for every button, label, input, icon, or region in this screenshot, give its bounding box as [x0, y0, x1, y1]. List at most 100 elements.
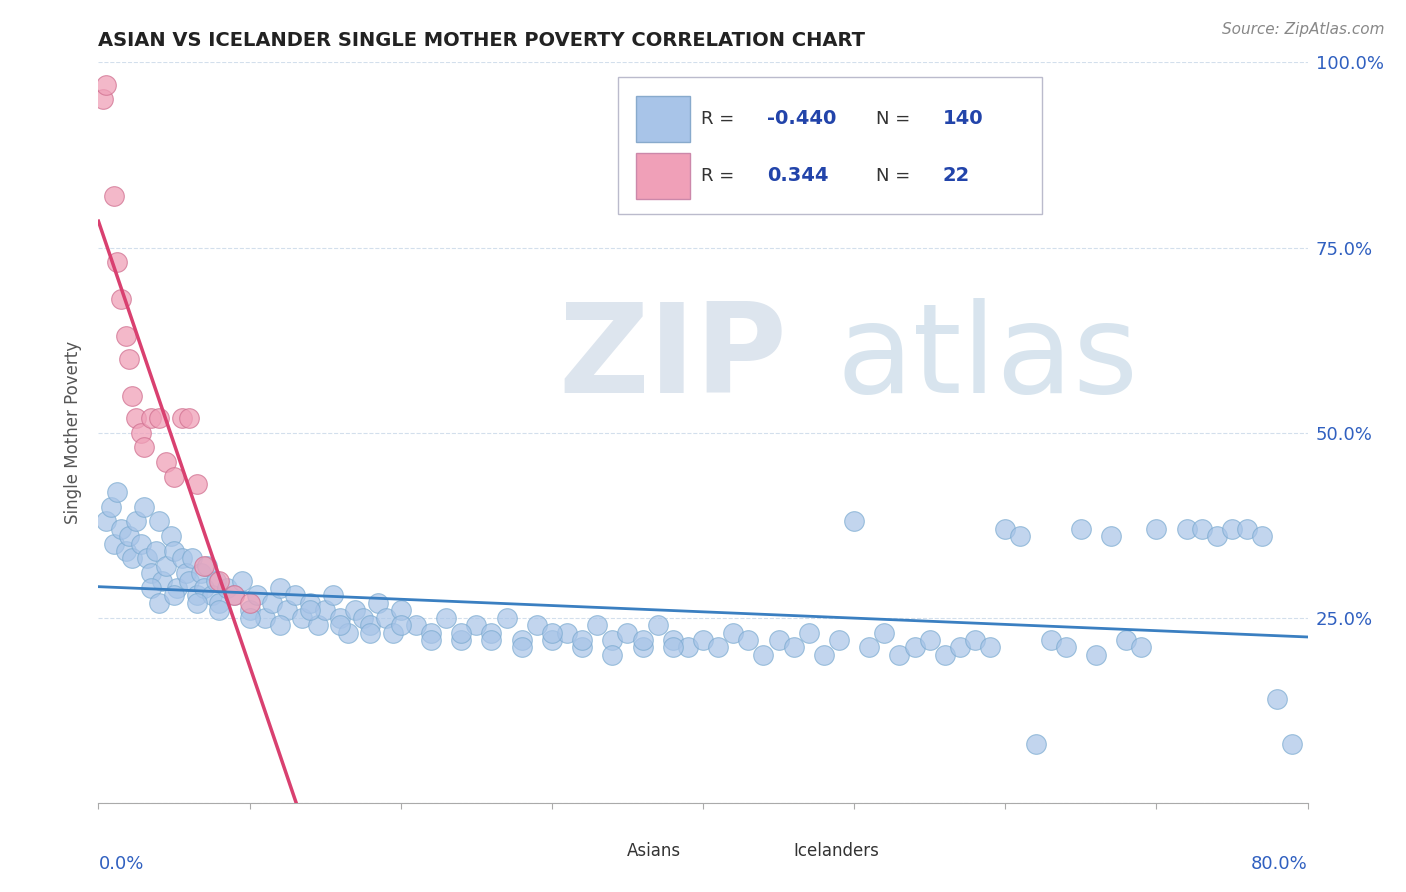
Text: 0.344: 0.344 [768, 166, 828, 186]
Point [110, 522, 132, 536]
Point [166, 581, 188, 595]
Point [121, 551, 143, 566]
Point [1130, 640, 1153, 655]
Point [186, 596, 208, 610]
Point [1191, 522, 1213, 536]
Point [465, 618, 488, 632]
FancyBboxPatch shape [637, 95, 690, 142]
FancyBboxPatch shape [619, 78, 1042, 214]
Point [148, 410, 170, 425]
Point [284, 589, 307, 603]
Point [190, 566, 212, 581]
Point [1054, 640, 1077, 655]
Point [105, 255, 128, 269]
Point [239, 603, 262, 617]
Point [193, 558, 215, 573]
Point [163, 589, 186, 603]
Point [208, 596, 231, 610]
Point [208, 574, 231, 588]
Point [1236, 522, 1258, 536]
Text: N =: N = [876, 110, 910, 128]
Point [103, 536, 125, 550]
Point [329, 618, 352, 632]
Point [155, 558, 177, 573]
Point [215, 581, 238, 595]
Point [186, 589, 208, 603]
Point [129, 536, 152, 550]
Point [510, 632, 533, 647]
Point [813, 648, 835, 662]
Point [141, 410, 163, 425]
Point [389, 618, 412, 632]
Point [253, 610, 276, 624]
Point [450, 632, 472, 647]
Point [873, 625, 896, 640]
Point [555, 625, 578, 640]
Point [676, 640, 699, 655]
Point [844, 515, 866, 529]
Point [94, 78, 117, 92]
Text: 80.0%: 80.0% [1251, 855, 1308, 872]
Point [141, 566, 163, 581]
Point [1146, 522, 1168, 536]
Point [389, 603, 412, 617]
Point [374, 610, 396, 624]
Point [94, 515, 117, 529]
Point [647, 618, 669, 632]
Point [1039, 632, 1062, 647]
Point [783, 640, 806, 655]
Point [1206, 529, 1229, 543]
Point [1024, 737, 1046, 751]
Point [110, 293, 132, 307]
Point [336, 625, 359, 640]
Point [495, 610, 517, 624]
Point [114, 544, 136, 558]
Point [163, 470, 186, 484]
Point [307, 618, 329, 632]
Text: atlas: atlas [837, 298, 1137, 419]
Point [661, 632, 683, 647]
Point [1085, 648, 1108, 662]
Point [129, 425, 152, 440]
Point [858, 640, 880, 655]
Point [201, 589, 224, 603]
Point [329, 610, 352, 624]
Point [1220, 522, 1243, 536]
Point [918, 632, 941, 647]
Text: 22: 22 [942, 166, 970, 186]
Point [540, 625, 562, 640]
Point [193, 581, 215, 595]
Point [586, 618, 609, 632]
Point [262, 596, 284, 610]
Text: 0.0%: 0.0% [98, 855, 143, 872]
Point [1099, 529, 1122, 543]
Point [299, 596, 322, 610]
Text: R =: R = [700, 167, 734, 185]
Text: ZIP: ZIP [558, 298, 786, 419]
Y-axis label: Single Mother Poverty: Single Mother Poverty [65, 341, 83, 524]
Point [768, 632, 790, 647]
Point [979, 640, 1001, 655]
Point [571, 640, 593, 655]
Point [299, 603, 322, 617]
Point [231, 574, 253, 588]
Point [150, 574, 173, 588]
Point [322, 589, 344, 603]
Point [344, 603, 367, 617]
Point [602, 632, 624, 647]
Point [723, 625, 745, 640]
Point [148, 515, 170, 529]
Text: ASIAN VS ICELANDER SINGLE MOTHER POVERTY CORRELATION CHART: ASIAN VS ICELANDER SINGLE MOTHER POVERTY… [98, 30, 866, 50]
Point [291, 610, 314, 624]
Point [269, 618, 291, 632]
Point [737, 632, 759, 647]
Point [1281, 737, 1303, 751]
Point [118, 529, 141, 543]
Point [118, 351, 141, 366]
Point [170, 410, 193, 425]
Point [616, 625, 638, 640]
Point [352, 610, 374, 624]
Point [707, 640, 730, 655]
Point [141, 581, 163, 595]
Point [163, 544, 186, 558]
